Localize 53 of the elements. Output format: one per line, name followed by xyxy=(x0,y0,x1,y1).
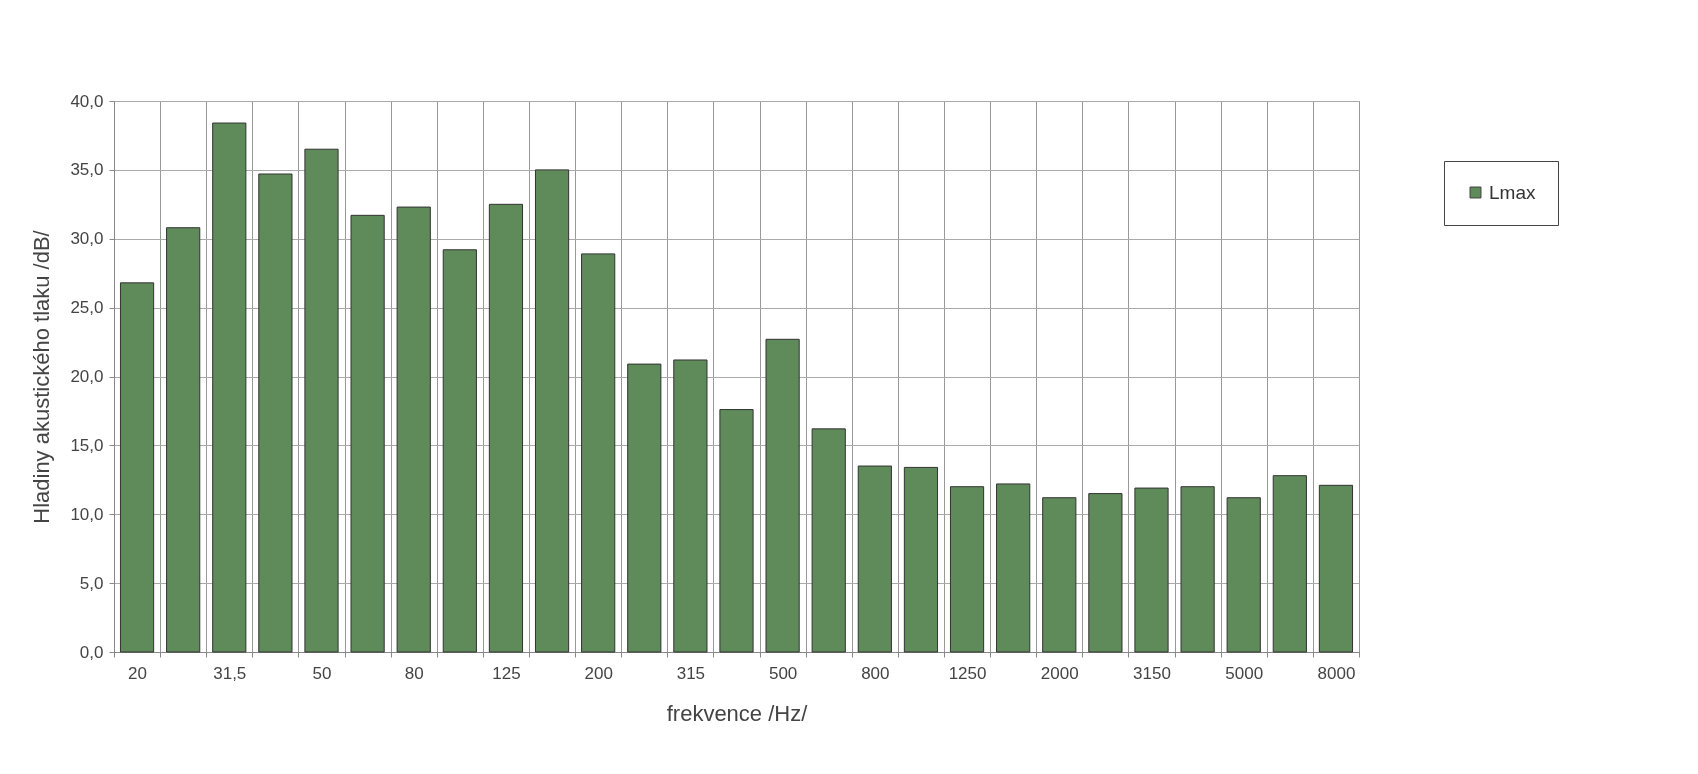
legend-label: Lmax xyxy=(1489,181,1536,203)
x-tick-label: 31,5 xyxy=(213,663,247,683)
y-tick-label: 30,0 xyxy=(70,229,104,249)
x-axis-title: frekvence /Hz/ xyxy=(666,700,809,726)
bar xyxy=(857,465,892,653)
bar xyxy=(258,173,293,653)
bar xyxy=(1088,493,1123,653)
y-tick-label: 15,0 xyxy=(70,435,104,455)
y-tick-label: 20,0 xyxy=(70,367,104,386)
bar xyxy=(949,486,985,653)
bar xyxy=(1272,475,1307,653)
bar xyxy=(534,169,570,653)
bar xyxy=(996,483,1031,653)
bar xyxy=(1226,497,1261,653)
x-tick-label: 20 xyxy=(128,663,148,683)
bar xyxy=(811,428,846,653)
x-tick-label: 3150 xyxy=(1133,663,1171,683)
bar xyxy=(396,206,431,653)
y-tick-label: 5,0 xyxy=(79,573,104,593)
x-tick-label: 200 xyxy=(584,663,613,683)
bar xyxy=(719,409,754,653)
x-tick-label: 2000 xyxy=(1040,663,1079,683)
bar xyxy=(488,203,524,653)
bar xyxy=(166,227,201,653)
bar xyxy=(119,282,155,653)
x-tick-label: 800 xyxy=(861,663,890,683)
x-tick-label: 125 xyxy=(492,663,521,683)
bar xyxy=(627,363,662,653)
x-tick-label: 5000 xyxy=(1225,663,1264,683)
x-tick-label: 500 xyxy=(768,663,798,683)
x-tick-label: 315 xyxy=(676,663,706,683)
y-tick-label: 40,0 xyxy=(70,91,104,111)
x-tick-label: 1250 xyxy=(948,663,987,683)
bar xyxy=(304,148,339,653)
x-tick-label: 50 xyxy=(312,663,332,683)
bar xyxy=(1134,487,1169,653)
bar xyxy=(350,214,385,653)
x-tick-label: 8000 xyxy=(1317,663,1356,683)
y-tick-label: 25,0 xyxy=(70,298,104,318)
bar xyxy=(442,249,477,653)
bar xyxy=(581,253,616,653)
y-tick-label: 35,0 xyxy=(70,160,104,180)
bar xyxy=(673,359,708,653)
bar xyxy=(765,338,800,653)
bar xyxy=(903,466,939,653)
y-tick-label: 10,0 xyxy=(70,504,104,524)
bar xyxy=(1042,497,1077,653)
y-axis-title: Hladiny akustického tlaku /dB/ xyxy=(29,229,55,524)
bar xyxy=(1318,484,1354,653)
bar xyxy=(212,122,247,653)
bar xyxy=(1180,486,1215,653)
x-tick-label: 80 xyxy=(404,663,424,683)
y-tick-label: 0,0 xyxy=(79,642,104,662)
